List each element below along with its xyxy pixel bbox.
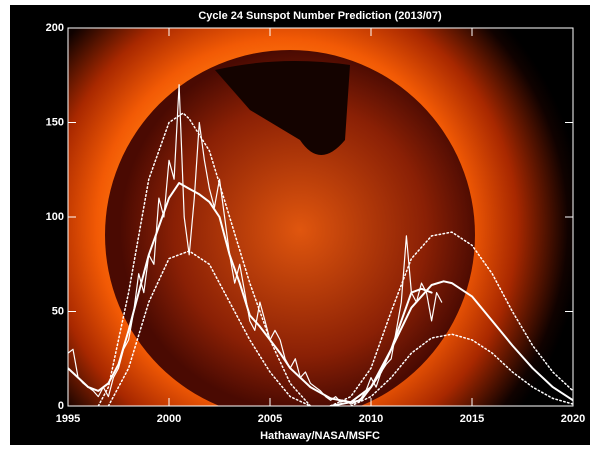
series-line	[68, 84, 443, 405]
series-line	[329, 231, 573, 406]
x-tick-label: 2020	[561, 413, 585, 425]
series-line	[329, 280, 573, 406]
x-tick-label: 2005	[258, 413, 282, 425]
y-tick-label: 150	[46, 116, 64, 128]
y-tick-label: 100	[46, 211, 64, 223]
x-tick-label: 2010	[359, 413, 383, 425]
y-tick-label: 200	[46, 22, 64, 34]
series-group	[68, 84, 573, 406]
x-axis-label: Hathaway/NASA/MSFC	[260, 430, 380, 442]
series-line	[107, 250, 312, 406]
x-tick-label: 2000	[157, 413, 181, 425]
chart-title: Cycle 24 Sunspot Number Prediction (2013…	[198, 10, 442, 22]
y-tick-label: 0	[58, 400, 64, 412]
x-tick-label: 1995	[56, 413, 80, 425]
x-tick-label: 2015	[460, 413, 484, 425]
series-line	[350, 333, 573, 406]
y-tick-label: 50	[52, 305, 64, 317]
series-line	[97, 112, 312, 406]
sun-image	[68, 28, 573, 406]
